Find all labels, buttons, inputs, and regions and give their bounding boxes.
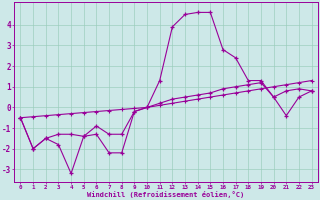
X-axis label: Windchill (Refroidissement éolien,°C): Windchill (Refroidissement éolien,°C) xyxy=(87,191,244,198)
